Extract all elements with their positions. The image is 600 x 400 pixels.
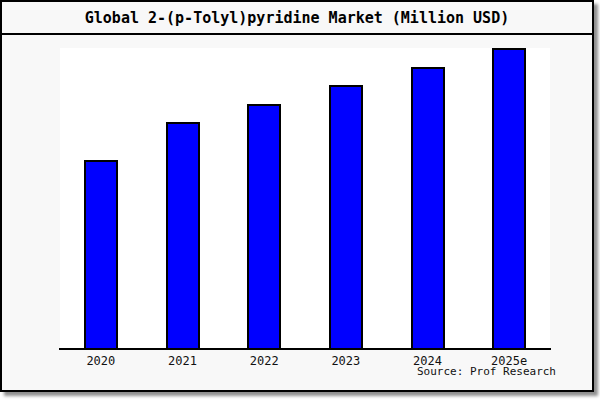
chart-title-bar: Global 2-(p-Tolyl)pyridine Market (Milli… (2, 2, 592, 35)
chart-image: Global 2-(p-Tolyl)pyridine Market (Milli… (0, 0, 600, 400)
bar-2024 (411, 67, 445, 348)
source-label: Source: Prof Research (417, 365, 556, 378)
bar-2023 (329, 85, 363, 348)
x-tick-label-2020: 2020 (86, 354, 115, 368)
plot-area (60, 48, 550, 348)
x-axis-line (59, 348, 551, 350)
x-tick-label-2022: 2022 (250, 354, 279, 368)
bar-2020 (84, 160, 118, 348)
x-tick-label-2023: 2023 (331, 354, 360, 368)
bar-2025e (492, 48, 526, 348)
bar-2021 (166, 122, 200, 348)
chart-title: Global 2-(p-Tolyl)pyridine Market (Milli… (85, 9, 509, 27)
bar-2022 (247, 104, 281, 348)
chart-frame: Global 2-(p-Tolyl)pyridine Market (Milli… (0, 0, 594, 392)
x-tick-label-2021: 2021 (168, 354, 197, 368)
